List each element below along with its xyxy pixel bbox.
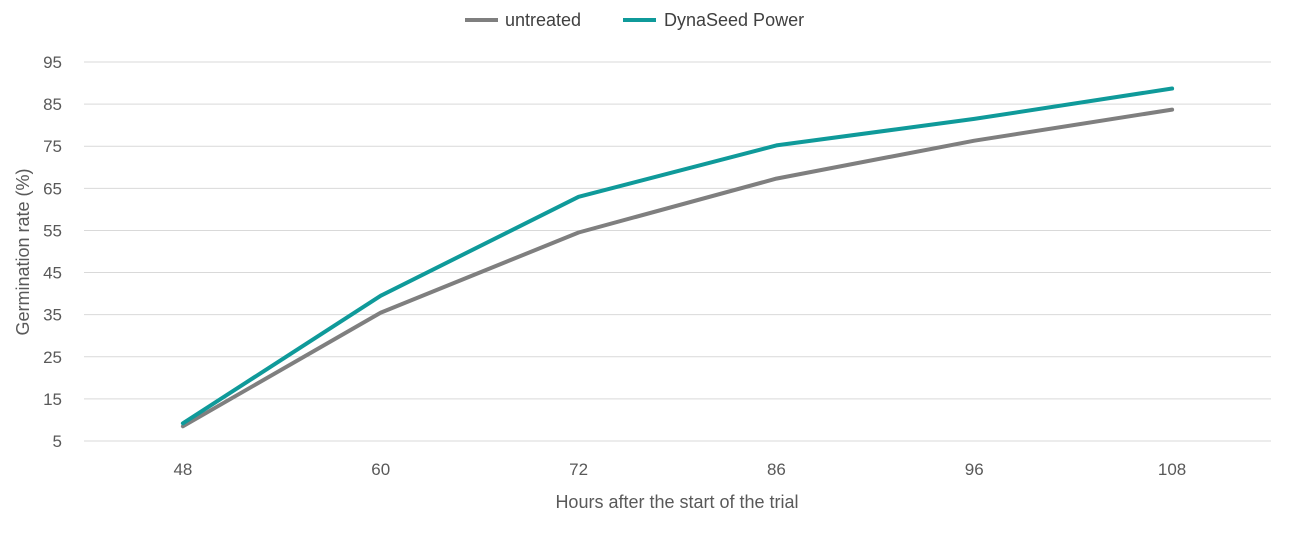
y-tick-label: 5 [53,432,62,451]
y-tick-label: 95 [43,53,62,72]
x-tick-label: 48 [173,460,192,479]
y-tick-label: 55 [43,221,62,240]
series-line-dynaseed-power [180,86,1175,426]
y-tick-label: 45 [43,264,62,283]
y-tick-label: 15 [43,390,62,409]
series-lines [180,86,1175,429]
x-axis-title: Hours after the start of the trial [555,492,798,512]
x-tick-label: 60 [371,460,390,479]
x-tick-label: 108 [1158,460,1186,479]
y-tick-label: 85 [43,95,62,114]
series-line-untreated [180,107,1175,429]
legend: untreated DynaSeed Power [465,10,804,30]
y-tick-labels: 5 15 25 35 45 55 65 75 85 95 [43,53,62,451]
x-tick-label: 96 [965,460,984,479]
y-tick-label: 25 [43,348,62,367]
gridlines [84,61,1271,442]
y-axis-title: Germination rate (%) [13,168,33,335]
y-tick-label: 65 [43,179,62,198]
x-tick-labels: 48 60 72 86 96 108 [173,460,1186,479]
y-tick-label: 75 [43,137,62,156]
y-tick-label: 35 [43,306,62,325]
legend-label-dynaseed-power: DynaSeed Power [664,10,804,30]
x-tick-label: 86 [767,460,786,479]
x-tick-label: 72 [569,460,588,479]
legend-label-untreated: untreated [505,10,581,30]
